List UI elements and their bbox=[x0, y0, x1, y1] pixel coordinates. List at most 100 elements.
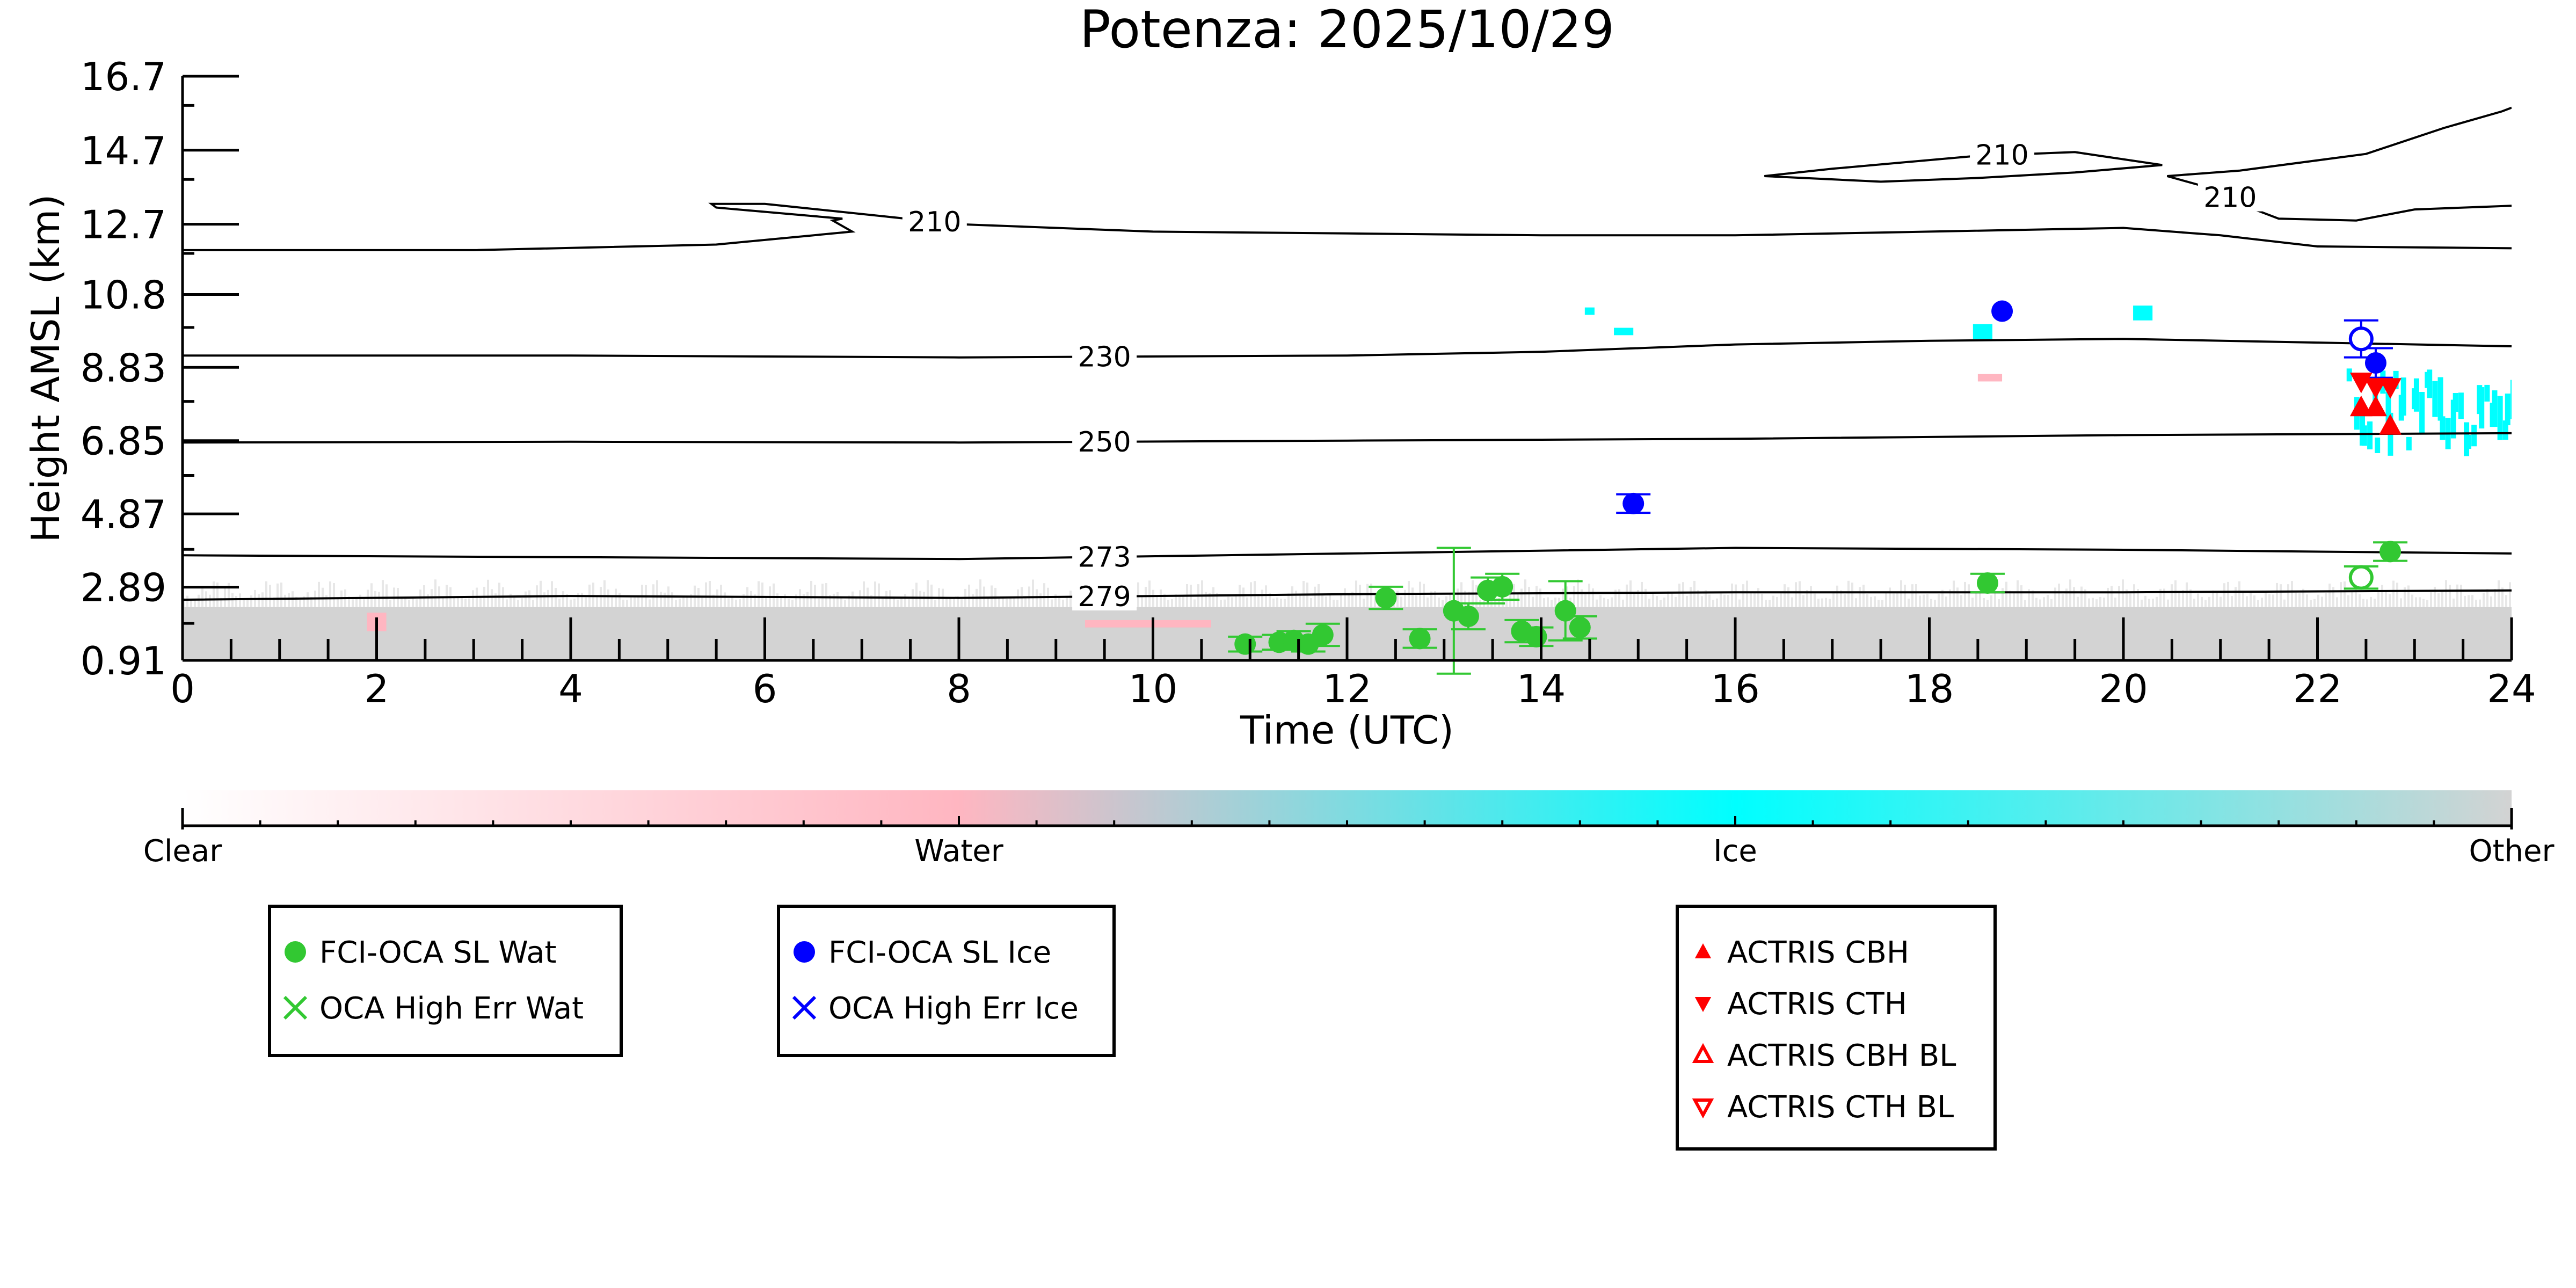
class-pixel-column bbox=[1622, 599, 1624, 607]
class-pixel-column bbox=[1058, 596, 1060, 607]
class-pixel-column bbox=[998, 598, 1000, 607]
class-pixel-column bbox=[2370, 596, 2372, 607]
contour-label: 210 bbox=[2203, 182, 2257, 214]
class-pixel-column bbox=[1708, 594, 1711, 607]
classification-colorbar: Clear Water Ice Other bbox=[143, 790, 2555, 869]
class-pixel-column bbox=[2471, 595, 2473, 607]
point-marker bbox=[2348, 565, 2374, 590]
class-pixel-column bbox=[724, 592, 726, 607]
class-pixel-column bbox=[2280, 584, 2282, 607]
class-pixel-column bbox=[2204, 600, 2207, 607]
class-pixel-column bbox=[2449, 585, 2451, 607]
y-tick-label: 0.91 bbox=[81, 638, 166, 683]
class-pixel-column bbox=[607, 589, 609, 607]
class-pixel-column bbox=[1986, 600, 1989, 607]
contour-label: 230 bbox=[1078, 341, 1131, 373]
point-marker bbox=[2379, 378, 2402, 399]
point-marker bbox=[1554, 600, 1576, 622]
point-marker bbox=[1976, 572, 1998, 594]
class-pixel-column bbox=[795, 594, 797, 607]
class-pixel-column bbox=[265, 581, 267, 607]
class-pixel-column bbox=[2077, 596, 2079, 607]
class-pixel-column bbox=[1224, 599, 1226, 607]
class-pixel-column bbox=[900, 597, 903, 607]
legend-box-1: FCI-OCA SL Wat OCA High Err Wat bbox=[268, 905, 623, 1057]
class-pixel-column bbox=[1802, 595, 1804, 607]
class-pixel-column bbox=[1141, 595, 1143, 607]
class-pixel-column bbox=[1148, 580, 1151, 607]
class-pixel-column bbox=[1742, 584, 1744, 607]
class-pixel-column bbox=[2250, 591, 2252, 607]
class-region-ice bbox=[1973, 324, 1992, 339]
class-pixel-column bbox=[1423, 584, 1425, 607]
class-pixel-column bbox=[1584, 593, 1587, 607]
class-pixel-column bbox=[2419, 597, 2421, 607]
class-pixel-column bbox=[2084, 589, 2086, 607]
contour-label-bg bbox=[2197, 181, 2262, 212]
class-pixel-column bbox=[1675, 596, 1677, 607]
class-pixel-column bbox=[190, 600, 192, 607]
class-pixel-column bbox=[1325, 596, 1327, 607]
plot-axes bbox=[181, 76, 2512, 662]
class-pixel-column bbox=[2111, 586, 2113, 607]
class-pixel-column bbox=[543, 592, 545, 607]
class-pixel-column bbox=[735, 599, 737, 607]
class-pixel-cluster bbox=[2490, 403, 2495, 427]
class-pixel-column bbox=[295, 596, 297, 607]
class-pixel-column bbox=[1930, 599, 1932, 607]
class-pixel-column bbox=[457, 596, 459, 607]
series-actris-cbh bbox=[2349, 395, 2402, 435]
class-pixel-column bbox=[2238, 581, 2240, 607]
class-pixel-column bbox=[307, 592, 309, 607]
class-pixel-column bbox=[622, 599, 624, 607]
class-pixel-column bbox=[953, 599, 955, 607]
point-marker bbox=[1622, 492, 1644, 514]
class-pixel-column bbox=[1490, 597, 1493, 607]
class-pixel-column bbox=[1900, 580, 1902, 607]
class-pixel-column bbox=[1468, 592, 1470, 607]
class-pixel-column bbox=[1847, 580, 1850, 607]
class-pixel-column bbox=[2201, 596, 2203, 607]
class-pixel-column bbox=[1427, 597, 1429, 607]
data-series bbox=[1228, 300, 2408, 675]
class-pixel-column bbox=[821, 584, 824, 607]
contour-230: 230 bbox=[183, 338, 2512, 373]
class-pixel-column bbox=[246, 600, 249, 607]
class-pixel-column bbox=[2088, 598, 2090, 607]
class-pixel-column bbox=[491, 589, 493, 607]
class-pixel-column bbox=[758, 581, 760, 607]
class-pixel-column bbox=[2129, 593, 2131, 607]
class-pixel-column bbox=[2445, 580, 2447, 607]
point-marker bbox=[283, 995, 308, 1020]
class-pixel-column bbox=[660, 592, 662, 607]
class-pixel-column bbox=[2126, 589, 2128, 607]
class-pixel-cluster bbox=[2437, 377, 2443, 421]
class-pixel-column bbox=[1333, 600, 1335, 607]
class-pixel-column bbox=[1712, 600, 1714, 607]
x-tick-label: 18 bbox=[1905, 666, 1954, 711]
class-pixel-column bbox=[701, 598, 703, 607]
class-pixel-column bbox=[2385, 590, 2387, 607]
class-pixel-column bbox=[213, 581, 215, 607]
class-pixel-column bbox=[284, 594, 286, 607]
class-pixel-column bbox=[1363, 599, 1365, 607]
class-pixel-column bbox=[863, 581, 865, 607]
class-pixel-cluster bbox=[2484, 384, 2490, 402]
class-pixel-column bbox=[370, 583, 373, 607]
class-pixel-column bbox=[968, 584, 970, 607]
class-pixel-column bbox=[611, 595, 613, 607]
class-pixel-column bbox=[1201, 580, 1203, 607]
class-pixel-column bbox=[991, 585, 993, 607]
class-pixel-column bbox=[2340, 582, 2342, 607]
class-pixel-column bbox=[348, 596, 350, 607]
class-pixel-column bbox=[2317, 594, 2319, 607]
class-pixel-column bbox=[1705, 590, 1707, 607]
class-pixel-column bbox=[889, 590, 891, 607]
class-pixel-column bbox=[2359, 594, 2361, 607]
class-pixel-column bbox=[634, 595, 636, 607]
class-pixel-column bbox=[547, 590, 549, 607]
class-pixel-column bbox=[2344, 581, 2346, 607]
y-tick-label: 12.7 bbox=[81, 202, 166, 248]
class-pixel-column bbox=[1983, 598, 1985, 607]
